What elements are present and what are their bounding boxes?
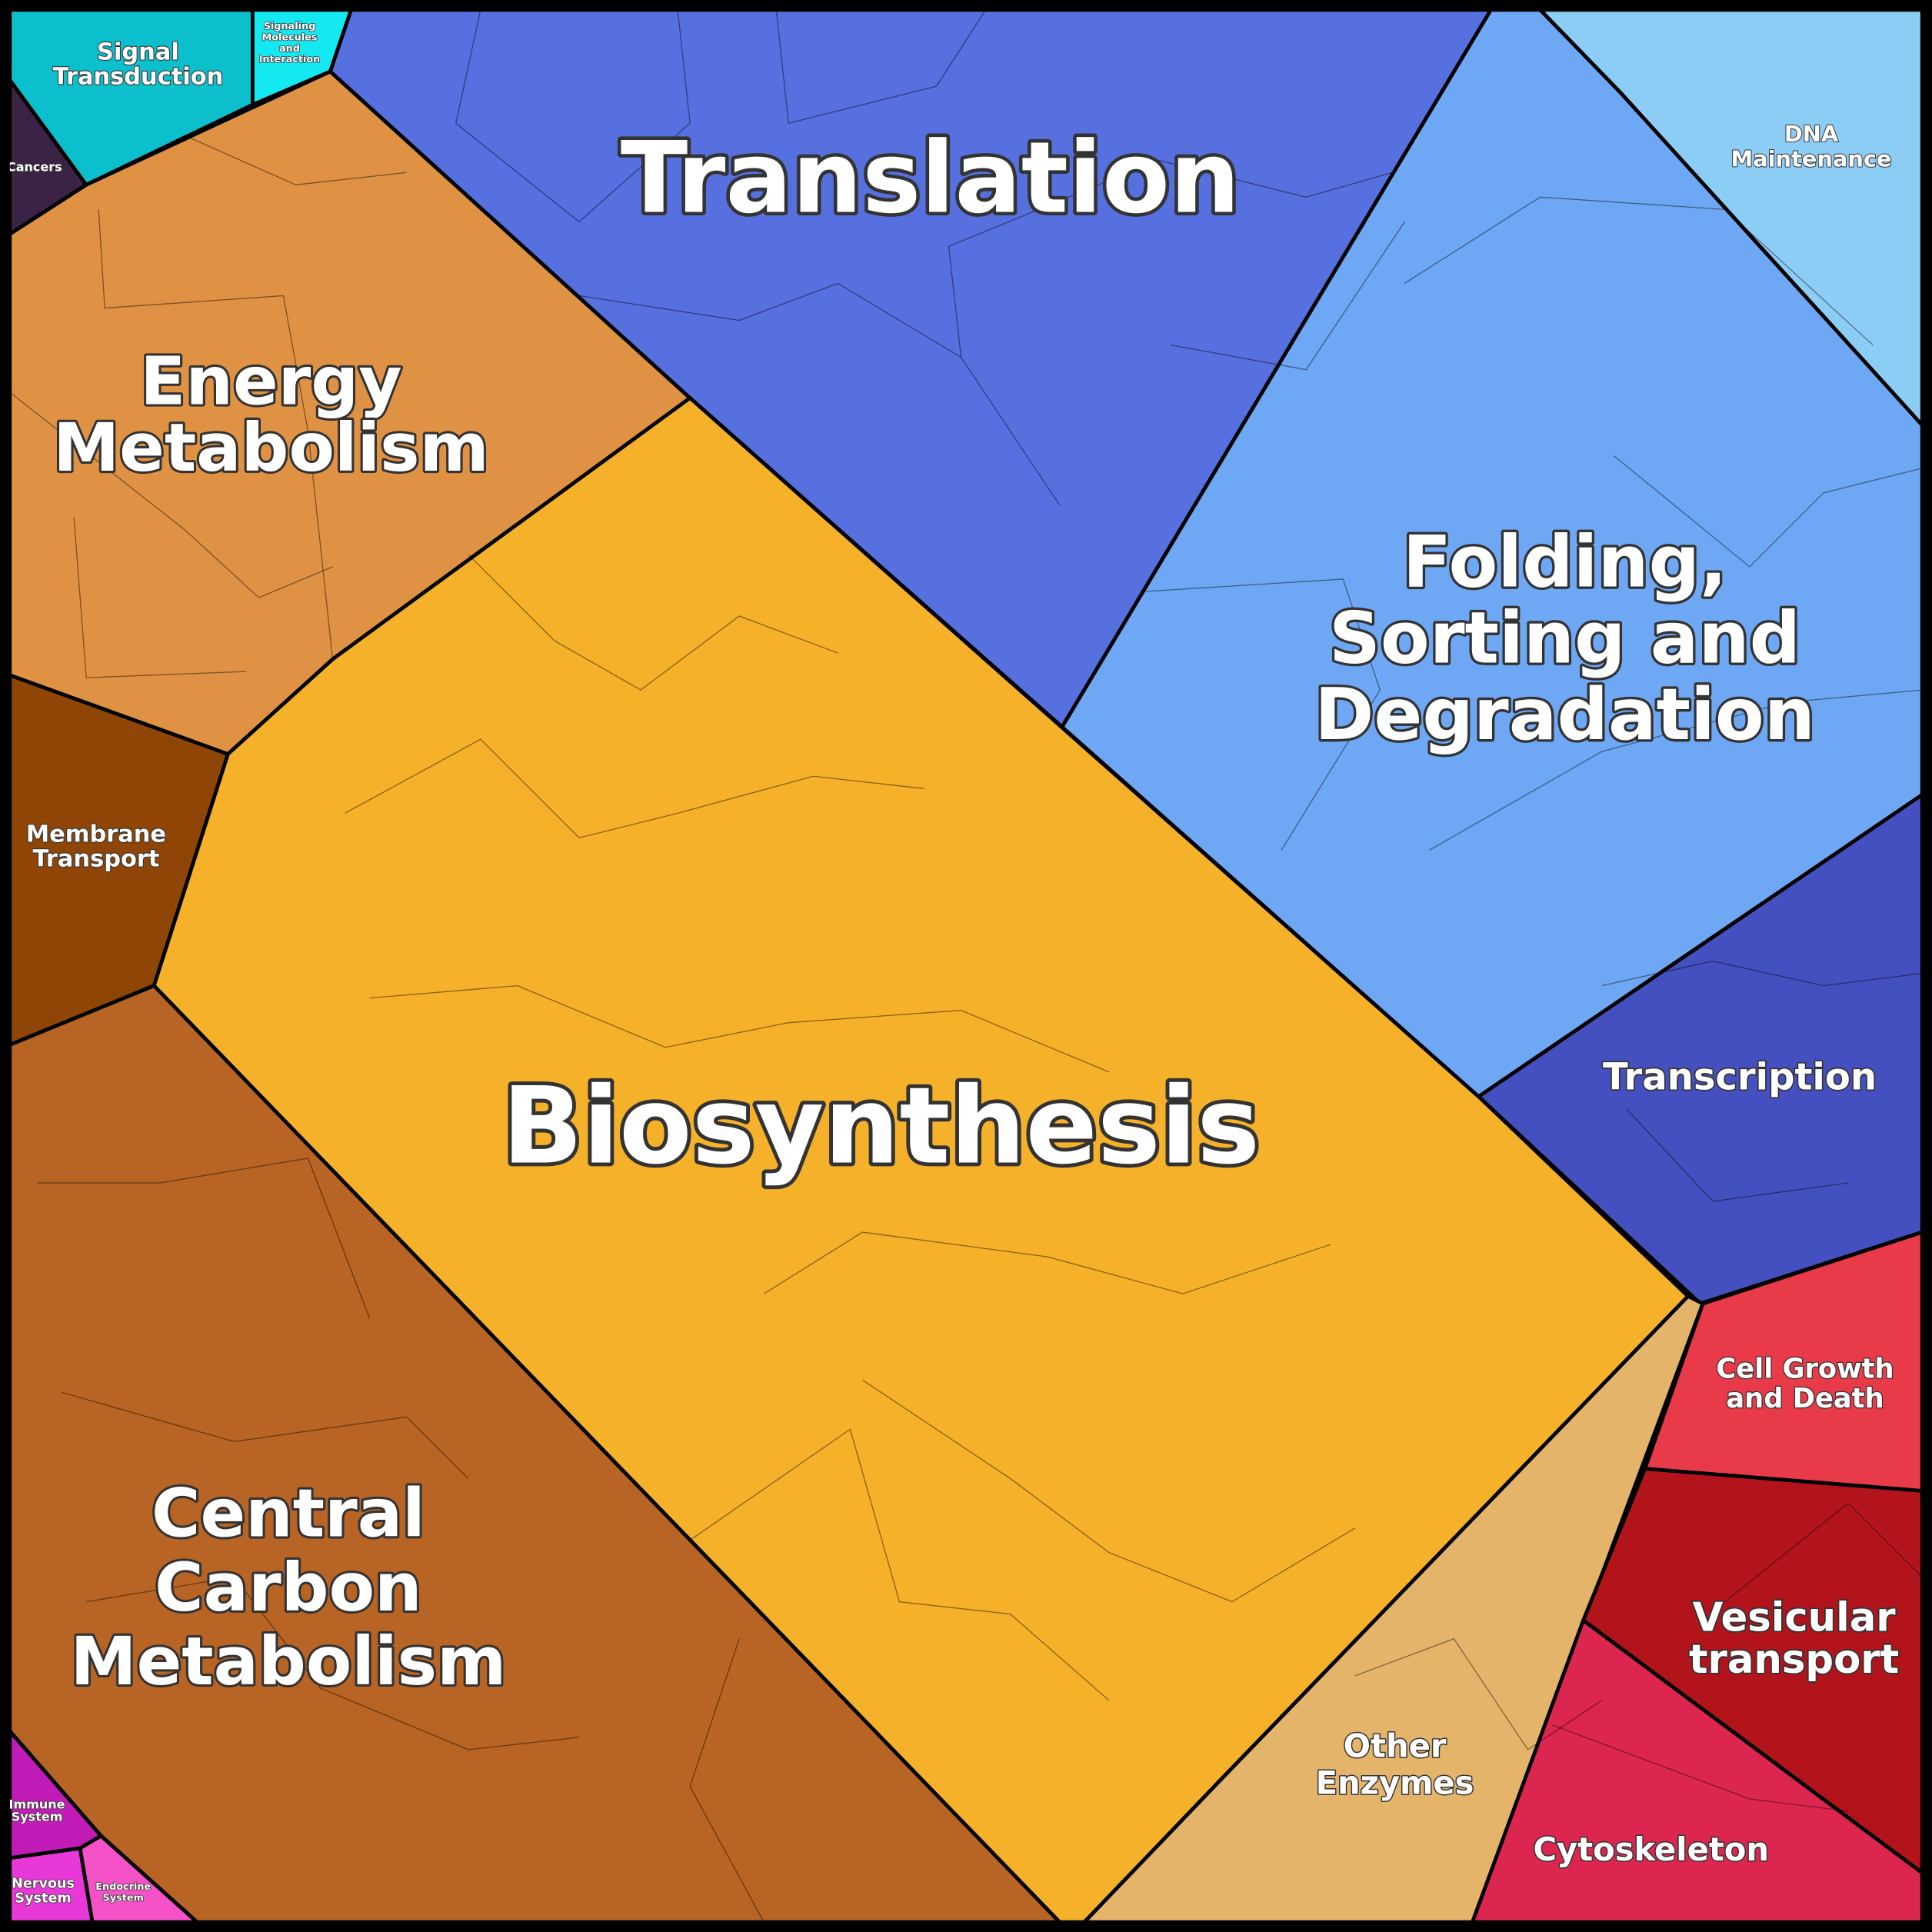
region-label: Central [152,1476,425,1553]
region-label: Immune [9,1797,65,1811]
region-label: System [15,1891,71,1907]
cell-border [1552,1724,1849,1812]
cell-border [37,1158,371,1319]
region-label: Cell Growth [1716,1353,1894,1384]
cell-border [763,1231,1331,1294]
region-label: Signaling [264,21,316,32]
region-label: Sorting and [1329,597,1800,680]
region-label: Other [1344,1727,1447,1764]
region-label: Translation [621,121,1240,235]
region-label: Interaction [259,54,321,65]
region-label: and Death [1726,1383,1884,1414]
region-label: Membrane [26,821,166,848]
cell-border [98,209,334,660]
cell-border [468,554,838,691]
regions [8,8,1924,1924]
cell-border [1724,1502,1923,1603]
region-label: Enzymes [1316,1764,1474,1801]
cell-border [689,1428,1110,1701]
region-label: Folding, [1403,520,1727,603]
cell-border [1355,1637,1603,1750]
region-label: Signal [97,38,179,65]
cell-border [61,1391,469,1479]
cell-border [85,135,407,185]
cell-border [1170,222,1405,371]
region-label: System [12,1810,63,1824]
cell-border [12,394,333,598]
region-label: Biosynthesis [502,1064,1260,1188]
cell-border [578,282,1061,506]
region-label: Vesicular [1693,1595,1897,1641]
cell-border [775,9,987,125]
region-label: DNA [1784,121,1839,147]
cell-border [1626,1108,1849,1202]
region-label: Transcription [1603,1055,1877,1098]
cell-border [1145,578,1381,851]
region-label: Cytoskeleton [1533,1830,1769,1868]
region-label: System [103,1892,144,1904]
cell-border [1429,689,1923,851]
cell-border [1614,455,1923,568]
cell-border [1601,960,1923,987]
region-label: and [279,43,300,55]
cell-border [1404,196,1874,346]
region-label: Transport [32,846,159,873]
region-label: Nervous [12,1877,75,1892]
cell-border [455,9,691,223]
cell-border [86,1576,580,1750]
cell-border [948,159,1393,358]
region-label: Molecules [261,32,317,43]
cell-border [73,517,247,678]
cells [12,9,1923,1923]
cell-border [689,1638,764,1923]
region-label: Maintenance [1730,145,1891,172]
labels: SignalTransductionSignalingMoleculesandI… [6,20,1900,1907]
region-label: transport [1689,1637,1899,1683]
region-label: Transduction [53,63,224,90]
region-label: Endocrine [95,1881,151,1893]
region-label: Degradation [1314,673,1815,756]
region-label: Energy [140,343,401,420]
cell-border [345,738,924,839]
region-label: Metabolism [71,1624,507,1700]
cell-border [862,1379,1356,1603]
region-label: Metabolism [53,410,489,487]
region-label: Cancers [7,159,62,174]
region-label: Carbon [155,1550,421,1627]
cell-border [369,984,1110,1073]
